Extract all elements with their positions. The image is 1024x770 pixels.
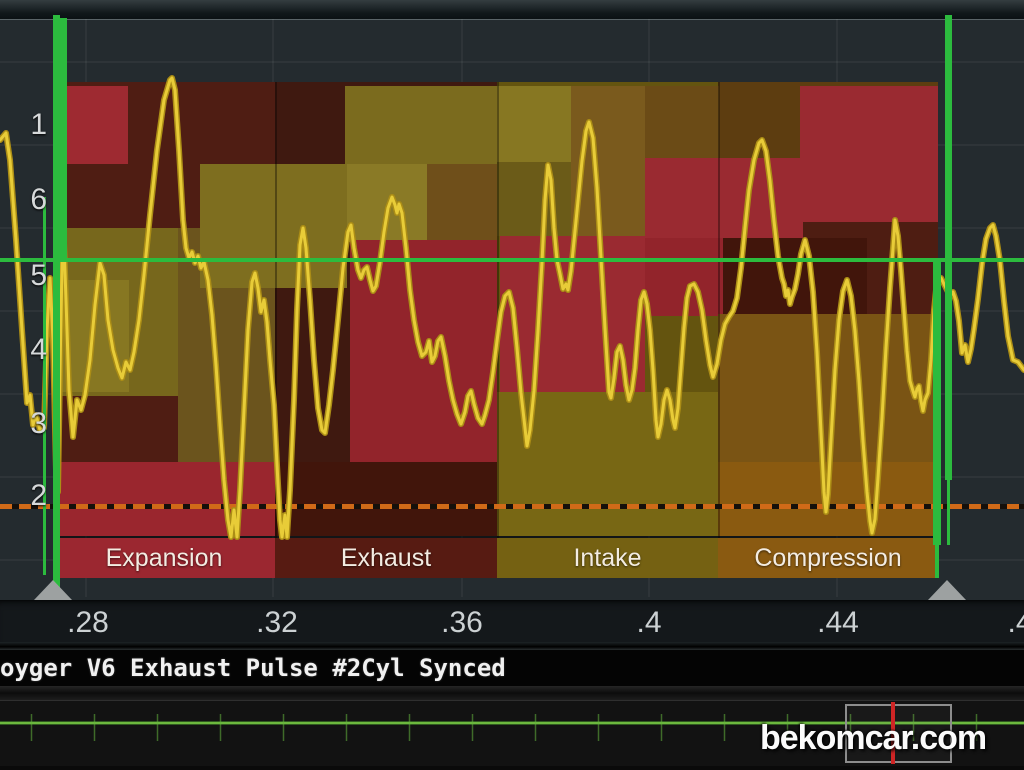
y-axis-tick-label: 6 <box>30 183 47 216</box>
mosaic-block <box>66 86 128 164</box>
mosaic-block <box>497 86 571 162</box>
threshold-dashed-line <box>0 504 1024 509</box>
y-axis-tick-label: 4 <box>30 333 47 366</box>
stroke-band-label: Intake <box>573 543 642 572</box>
mosaic-block <box>345 86 497 164</box>
mosaic-block <box>427 164 497 240</box>
y-axis-tick-label: 3 <box>30 407 47 440</box>
y-axis-tick-label: 5 <box>30 259 47 292</box>
stroke-band-intake: Intake <box>497 538 718 578</box>
stroke-band-label: Expansion <box>105 543 223 572</box>
stroke-band-expansion: Expansion <box>53 538 275 578</box>
mosaic-seam <box>275 82 277 578</box>
mosaic-block <box>497 162 571 236</box>
watermark: bekomcar.com <box>760 719 987 757</box>
x-axis-tick-label: .32 <box>256 606 298 639</box>
mosaic-block <box>645 86 719 158</box>
x-axis-strip: .28 .32 .36 .4 .44 .4 <box>0 600 1024 643</box>
x-axis-tick-label: .28 <box>67 606 109 639</box>
overview-zoom-box[interactable] <box>845 704 952 763</box>
y-axis-tick-label: 2 <box>30 479 47 512</box>
x-axis-tick-label: .36 <box>441 606 483 639</box>
stroke-band-exhaust: Exhaust <box>275 538 497 578</box>
waveform-plot[interactable] <box>0 0 1024 600</box>
x-axis-tick-label: .44 <box>817 606 859 639</box>
mosaic-block <box>200 164 347 288</box>
y-axis-tick-label: 1 <box>30 108 47 141</box>
top-bezel <box>0 0 1024 20</box>
panel-separator <box>0 686 1024 700</box>
overview-cursor-line[interactable] <box>891 702 895 764</box>
bottom-edge <box>0 766 1024 770</box>
mosaic-seam <box>718 82 720 578</box>
mosaic-block <box>718 314 938 462</box>
mosaic-block <box>275 462 497 536</box>
band-divider <box>53 536 938 538</box>
x-axis-tick-label: .4 <box>636 606 662 639</box>
ruler-triangle <box>34 580 72 600</box>
x-axis-tick-label: .4 <box>1007 606 1024 639</box>
overview-strip[interactable]: bekomcar.com <box>0 700 1024 768</box>
panel-groove <box>0 642 1024 650</box>
ruler-triangle <box>928 580 966 600</box>
stroke-band-label: Compression <box>754 543 902 572</box>
waveform-title-bar: oyger V6 Exhaust Pulse #2Cyl Synced <box>0 650 1024 686</box>
waveform-title: oyger V6 Exhaust Pulse #2Cyl Synced <box>0 654 506 682</box>
stroke-band-label: Exhaust <box>340 543 432 572</box>
mosaic-block <box>800 86 938 222</box>
overview-waveform <box>0 714 1024 741</box>
stroke-band-compression: Compression <box>718 538 938 578</box>
